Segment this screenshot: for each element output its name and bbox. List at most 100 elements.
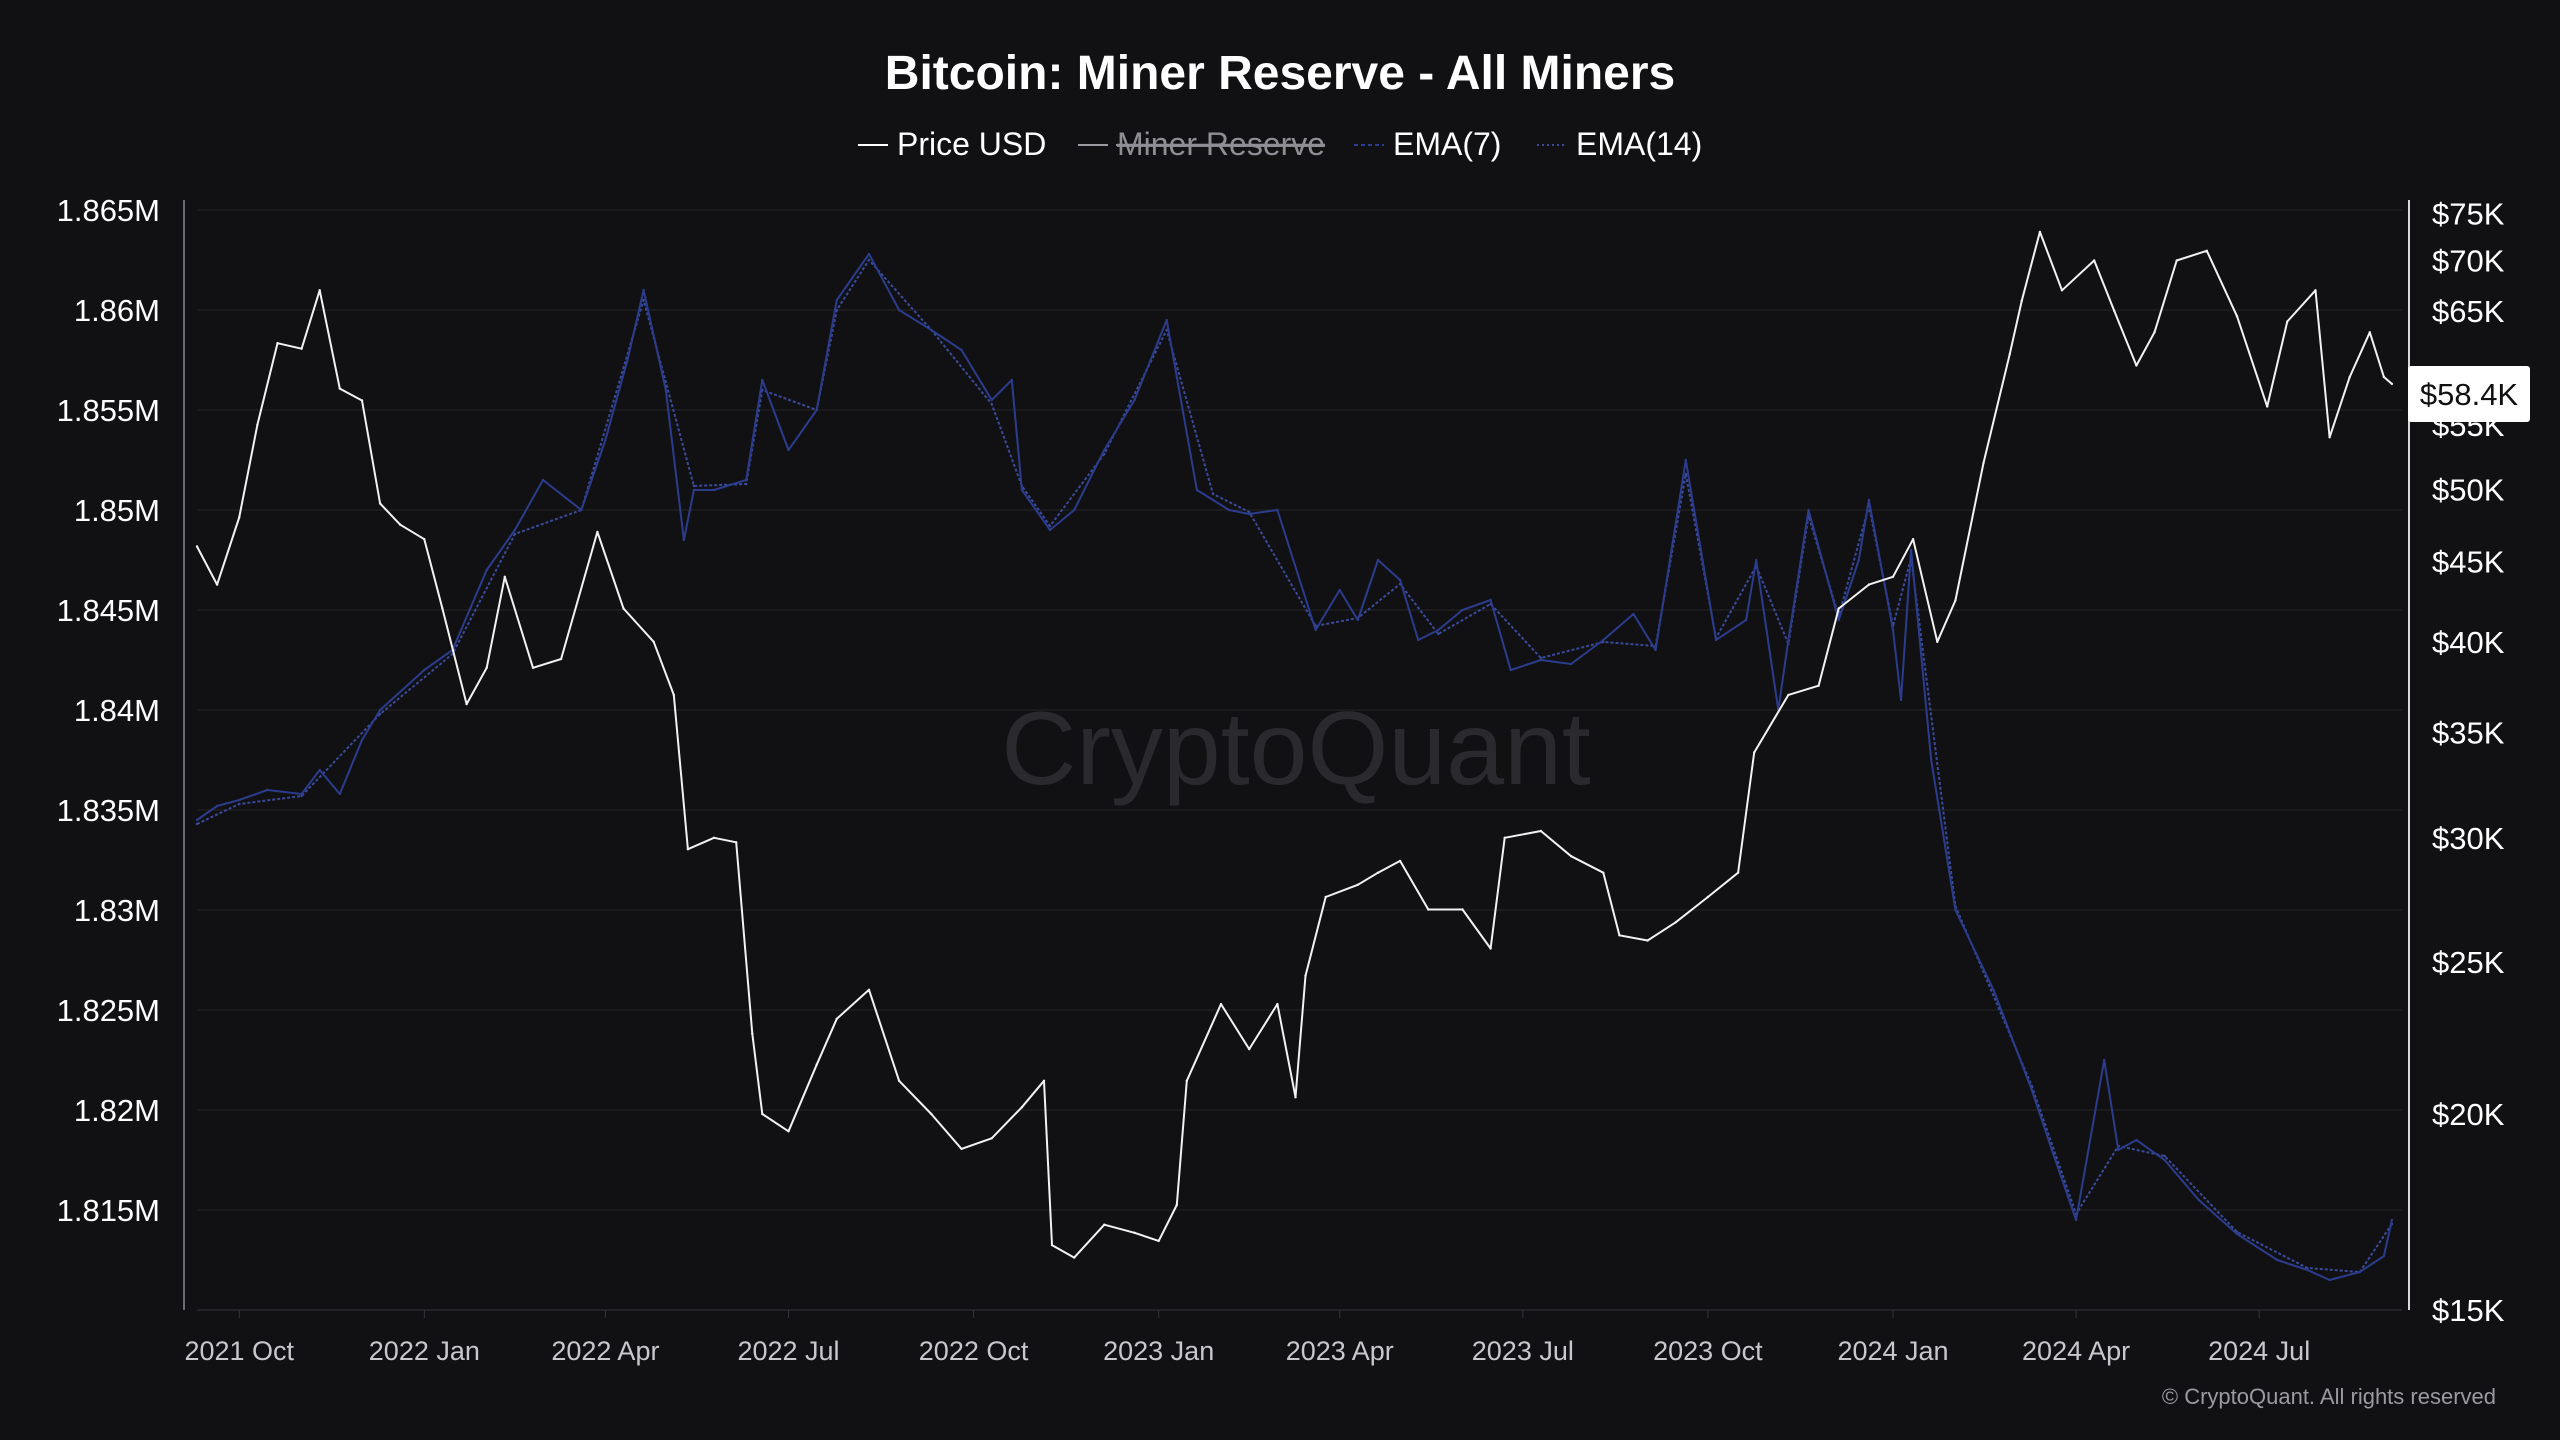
series-ema14-point xyxy=(642,298,645,302)
series-price-point xyxy=(1891,575,1895,578)
series-ema14-point xyxy=(1684,472,1688,476)
series-ema7-point xyxy=(300,792,303,796)
x-tick-label: 2023 Oct xyxy=(1653,1336,1763,1366)
series-price-point xyxy=(930,1112,933,1116)
x-tick-label: 2023 Apr xyxy=(1286,1336,1394,1366)
series-price-point xyxy=(2175,259,2178,262)
series-price-point xyxy=(686,848,690,851)
series-ema7-point xyxy=(360,738,364,742)
series-ema14-point xyxy=(835,308,838,312)
series-price-point xyxy=(652,640,655,643)
right-tick-label: $65K xyxy=(2432,294,2505,329)
x-tick-label: 2022 Jul xyxy=(737,1336,839,1366)
series-ema7-point xyxy=(1103,448,1106,452)
series-ema14-point xyxy=(1048,524,1052,528)
legend[interactable]: Price USD Miner Reserve EMA(7) EMA(14) xyxy=(858,126,1702,162)
legend-item-miner-reserve[interactable]: Miner Reserve xyxy=(1078,126,1325,162)
series-ema7-point xyxy=(1248,512,1251,516)
series-ema7-point xyxy=(513,528,517,532)
series-price-point xyxy=(672,693,675,697)
series-ema7-point xyxy=(815,408,818,412)
legend-item-price[interactable]: Price USD xyxy=(858,126,1046,162)
legend-item-ema7[interactable]: EMA(7) xyxy=(1354,126,1501,162)
series-price-point xyxy=(1646,939,1649,942)
left-tick-label: 1.845M xyxy=(57,593,160,628)
series-ema7-point xyxy=(1787,638,1790,642)
series-ema7-point xyxy=(1867,498,1871,502)
series-price-point xyxy=(465,702,468,706)
series-price-line xyxy=(196,230,2393,1259)
series-price-point xyxy=(2008,353,2011,356)
series-ema7-point xyxy=(2163,1158,2166,1162)
series-ema7-point xyxy=(1356,618,1360,622)
series-price-point xyxy=(835,1017,838,1020)
series-ema7-point xyxy=(1714,638,1718,642)
left-tick-label: 1.865M xyxy=(57,193,160,228)
left-tick-label: 1.825M xyxy=(57,993,160,1028)
series-price-point xyxy=(1911,538,1915,541)
x-tick-label: 2024 Jan xyxy=(1837,1336,1948,1366)
series-price-point xyxy=(1276,1002,1279,1006)
legend-item-ema14[interactable]: EMA(14) xyxy=(1537,126,1702,162)
series-price-point xyxy=(2314,289,2317,292)
series-price-point xyxy=(2328,436,2331,439)
series-ema7-point xyxy=(1891,628,1895,632)
left-tick-label: 1.855M xyxy=(57,393,160,428)
left-tick-label: 1.835M xyxy=(57,793,160,828)
series-ema7-point xyxy=(2358,1270,2361,1274)
series-ema7-point xyxy=(2103,1058,2106,1062)
series-price-point xyxy=(1539,829,1543,833)
series-ema7-point xyxy=(266,788,269,792)
series-price-point xyxy=(256,423,259,426)
series-price-point xyxy=(2153,331,2156,334)
series-ema7-point xyxy=(682,538,686,542)
series-ema7-point xyxy=(195,818,199,822)
chart-title: Bitcoin: Miner Reserve - All Miners xyxy=(885,47,1675,100)
series-ema7-point xyxy=(2306,1268,2309,1272)
series-price-point xyxy=(2286,320,2289,323)
series-price-point xyxy=(712,836,716,839)
series-price-point xyxy=(990,1137,993,1140)
x-tick-label: 2024 Jul xyxy=(2208,1336,2310,1366)
series-ema7-point xyxy=(2074,1218,2078,1222)
series-price-point xyxy=(423,538,426,541)
series-ema7-point xyxy=(1073,508,1076,512)
series-ema7-point xyxy=(2382,1254,2386,1258)
series-ema7-point xyxy=(2030,1088,2034,1092)
right-tick-label: $35K xyxy=(2432,716,2505,751)
series-ema7-point xyxy=(1010,378,1013,382)
left-tick-label: 1.815M xyxy=(57,1193,160,1228)
series-layer xyxy=(195,230,2394,1282)
series-price-point xyxy=(787,1130,790,1133)
series-ema7-point xyxy=(2197,1198,2200,1202)
series-ema7-point xyxy=(423,668,426,672)
series-price-point xyxy=(1103,1223,1106,1226)
series-ema7-point xyxy=(338,792,341,796)
x-tick-label: 2024 Apr xyxy=(2022,1336,2130,1366)
series-ema7-point xyxy=(378,708,382,712)
series-ema7-point xyxy=(2328,1278,2331,1282)
right-axis-ticks: $15K$20K$25K$30K$35K$40K$45K$50K$55K$65K… xyxy=(2432,196,2505,1328)
series-price-point xyxy=(751,1032,754,1036)
series-ema7-point xyxy=(1489,598,1492,602)
series-ema7-point xyxy=(2390,1218,2394,1222)
series-ema7-point xyxy=(1048,528,1052,532)
x-tick-label: 2023 Jul xyxy=(1472,1336,1574,1366)
x-tick-label: 2022 Oct xyxy=(919,1336,1029,1366)
series-price-point xyxy=(1157,1239,1160,1243)
right-tick-label: $20K xyxy=(2432,1097,2505,1132)
series-price-point xyxy=(559,657,563,661)
series-ema14-point xyxy=(1165,328,1168,332)
series-ema7-point xyxy=(1133,398,1136,402)
series-price-point xyxy=(1602,871,1605,874)
series-price-point xyxy=(2368,331,2371,334)
series-ema7-point xyxy=(1930,758,1933,762)
series-price-point xyxy=(1618,934,1621,937)
series-price-point xyxy=(1219,1002,1223,1006)
series-ema7-point xyxy=(1992,988,1995,992)
left-tick-label: 1.83M xyxy=(74,893,160,928)
series-ema7-point xyxy=(1899,698,1903,702)
series-price-point xyxy=(735,841,738,844)
